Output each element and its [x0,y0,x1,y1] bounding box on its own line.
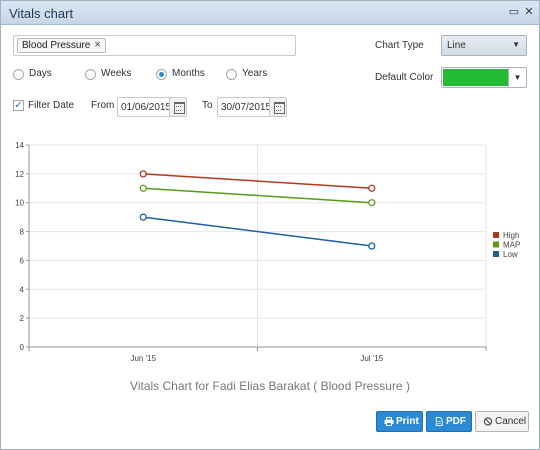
period-months-label: Months [172,68,205,79]
y-tick-label: 0 [20,343,25,352]
x-tick-label: Jul '15 [360,354,383,363]
y-tick-label: 8 [20,228,25,237]
legend-label-high: High [503,231,519,240]
radio-circle [85,69,96,80]
period-days-label: Days [29,68,52,79]
vital-tag-label: Blood Pressure [22,40,91,51]
radio-circle [13,69,24,80]
vital-filter-input[interactable]: Blood Pressure × [13,35,296,56]
from-label: From [91,100,115,111]
data-point-low [139,213,147,221]
series-line-map [143,187,372,204]
pdf-label: PDF [446,416,466,427]
data-point-high [139,170,147,178]
data-point-map [139,184,147,192]
data-point-map [368,199,376,207]
radio-circle [226,69,237,80]
period-years-label: Years [242,68,268,79]
filter-date-checkbox[interactable]: ✓ [13,100,24,111]
series-line-low [143,216,372,247]
maximize-icon[interactable]: ▭ [508,6,520,18]
print-button[interactable]: Print [376,411,423,432]
chevron-down-icon[interactable]: ▼ [508,68,526,87]
pdf-button[interactable]: PDF [426,411,472,432]
default-color-label: Default Color [375,72,434,83]
data-point-high [368,184,376,192]
y-tick-label: 12 [15,170,24,179]
ban-icon [483,417,493,426]
y-tick-label: 14 [15,141,24,150]
chevron-down-icon: ▼ [512,40,520,49]
document-icon [435,417,443,426]
radio-circle [156,69,167,80]
legend-label-map: MAP [503,241,520,250]
chart-type-select[interactable]: Line ▼ [441,35,527,56]
window-title: Vitals chart [9,6,74,21]
data-point-low [368,242,376,250]
cancel-label: Cancel [495,416,527,427]
remove-tag-icon[interactable]: × [94,39,101,51]
close-icon[interactable]: ✕ [524,6,534,18]
to-date-value: 30/07/2015 [221,102,272,113]
filter-date-label: Filter Date [28,100,75,111]
from-date-input[interactable]: 01/06/2015 [117,97,187,117]
to-label: To [202,100,213,111]
color-swatch [443,69,508,86]
title-bar[interactable]: Vitals chart ▭ ✕ [1,1,539,25]
default-color-picker[interactable]: ▼ [441,67,527,88]
chart-type-label: Chart Type [375,40,424,51]
legend-swatch-low [493,251,499,257]
print-label: Print [396,416,419,427]
x-tick-label: Jun '15 [130,354,156,363]
y-tick-label: 6 [20,256,25,265]
period-weeks-label: Weeks [101,68,132,79]
chart-type-value: Line [447,40,466,51]
vitals-chart: 0 2 4 6 8 10 12 14 Jun '15 Jul '15 High MAP Low Vita… [1,131,539,403]
legend-label-low: Low [503,250,518,259]
legend-swatch-high [493,232,499,238]
y-tick-label: 2 [20,314,25,323]
from-date-value: 01/06/2015 [121,102,172,113]
calendar-icon[interactable] [169,98,186,116]
chart-title: Vitals Chart for Fadi Elias Barakat ( Bl… [130,379,410,393]
legend-swatch-map [493,241,499,248]
y-tick-label: 10 [15,199,24,208]
vital-tag: Blood Pressure × [17,38,106,53]
cancel-button[interactable]: Cancel [475,411,529,432]
calendar-icon[interactable] [269,98,286,116]
y-tick-label: 4 [20,285,25,294]
series-line-high [143,173,372,190]
printer-icon [384,417,394,426]
to-date-input[interactable]: 30/07/2015 [217,97,287,117]
